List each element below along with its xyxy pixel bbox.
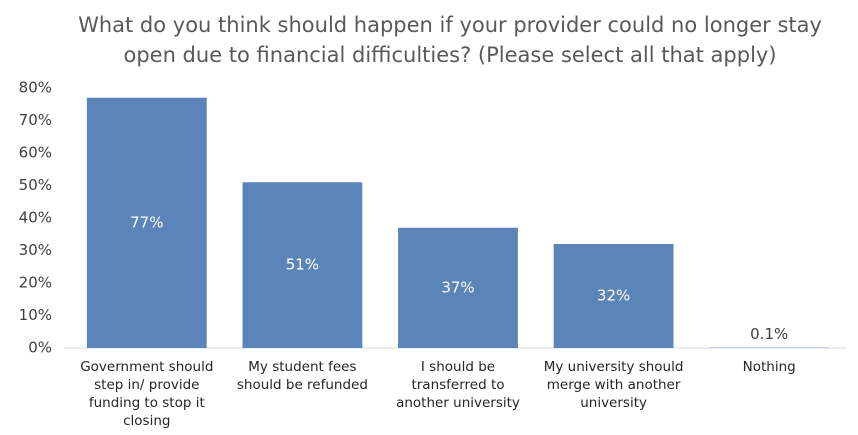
- y-tick-label: 70%: [19, 111, 52, 129]
- y-tick-label: 80%: [19, 79, 52, 97]
- y-tick-label: 0%: [28, 339, 52, 357]
- y-tick-label: 50%: [19, 176, 52, 194]
- bar: [242, 182, 363, 348]
- y-tick-label: 10%: [19, 306, 52, 324]
- x-tick-label: Nothing: [742, 359, 796, 375]
- y-tick-label: 60%: [19, 144, 52, 162]
- x-tick-label: My student fees should be refunded: [236, 359, 368, 393]
- data-label: 37%: [441, 278, 474, 296]
- data-label: 0.1%: [750, 325, 788, 343]
- x-tick-label: I should be transferred to another unive…: [396, 359, 520, 411]
- y-tick-label: 30%: [19, 241, 52, 259]
- data-label: 51%: [286, 256, 319, 274]
- bar: [86, 97, 207, 348]
- y-tick-label: 20%: [19, 274, 52, 292]
- x-tick-label: Government should step in/ provide fundi…: [80, 359, 214, 429]
- bar: [398, 227, 518, 348]
- y-tick-label: 40%: [19, 209, 52, 227]
- data-label: 32%: [597, 287, 630, 305]
- x-tick-label: My university should merge with another …: [543, 359, 684, 411]
- data-label: 77%: [130, 213, 163, 231]
- bar: [553, 244, 674, 348]
- chart-title: What do you think should happen if your …: [78, 13, 822, 67]
